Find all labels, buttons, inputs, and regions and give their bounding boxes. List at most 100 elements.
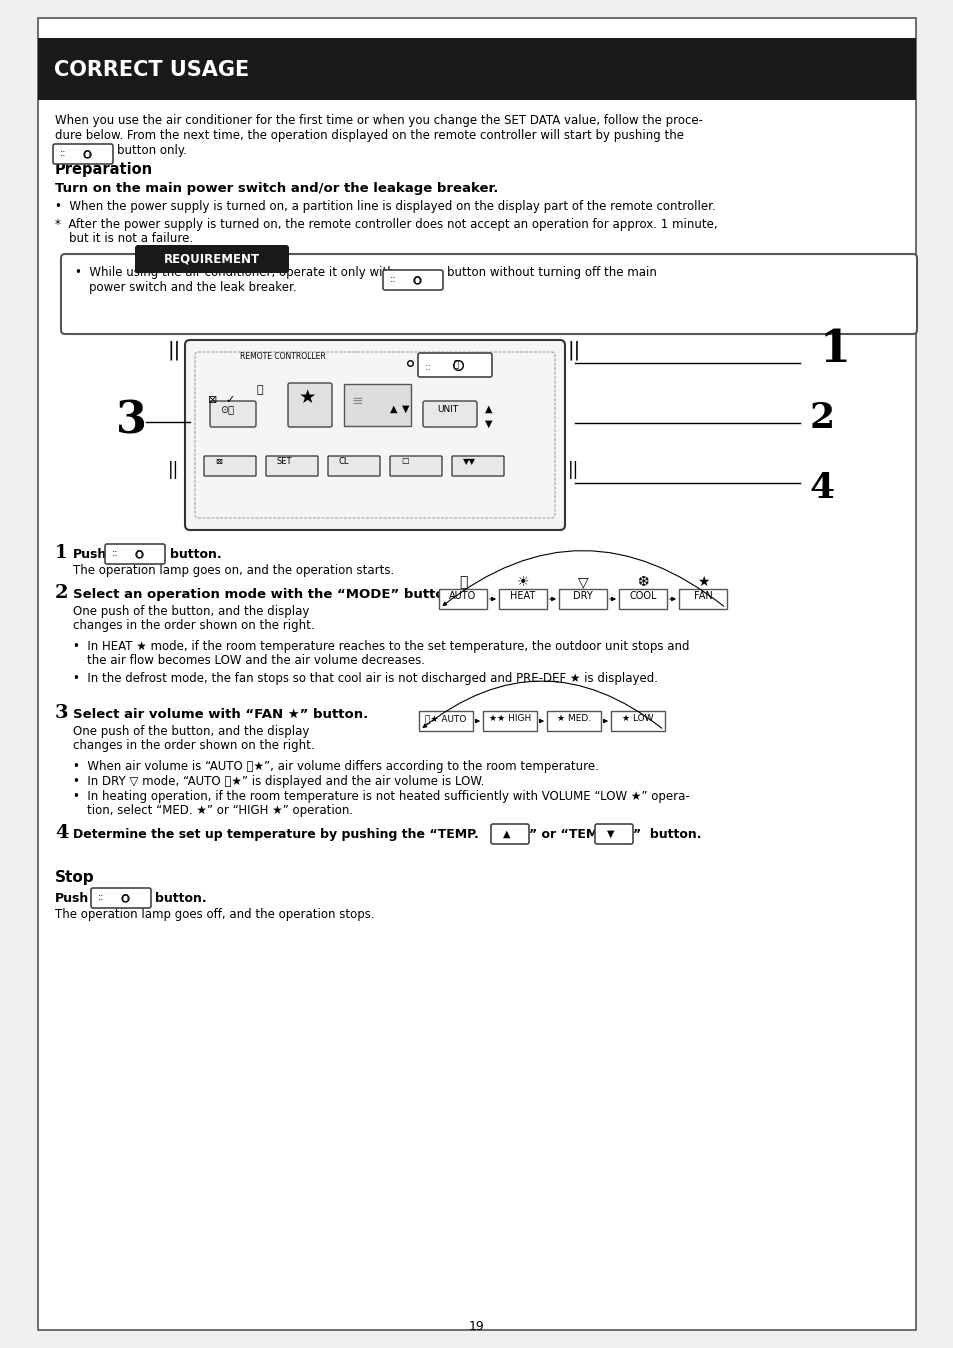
Text: Push: Push [55, 892, 90, 905]
Text: ::: :: [98, 892, 105, 902]
Text: 1: 1 [820, 328, 850, 371]
Text: ⏻: ⏻ [137, 550, 142, 558]
Text: ☐: ☐ [400, 457, 408, 466]
Text: Turn on the main power switch and/or the leakage breaker.: Turn on the main power switch and/or the… [55, 182, 497, 195]
Text: tion, select “MED. ★” or “HIGH ★” operation.: tion, select “MED. ★” or “HIGH ★” operat… [87, 803, 353, 817]
Text: but it is not a failure.: but it is not a failure. [69, 232, 193, 245]
Text: Ⓐ: Ⓐ [458, 576, 467, 589]
Text: button.: button. [170, 549, 221, 561]
FancyBboxPatch shape [546, 710, 600, 731]
Text: Ⓐ: Ⓐ [256, 386, 263, 395]
Text: Select air volume with “FAN ★” button.: Select air volume with “FAN ★” button. [73, 708, 368, 721]
Text: ★: ★ [696, 576, 708, 589]
Text: ||: || [168, 340, 181, 360]
Text: changes in the order shown on the right.: changes in the order shown on the right. [73, 619, 314, 632]
Text: AUTO: AUTO [449, 590, 476, 601]
Text: 19: 19 [469, 1320, 484, 1333]
FancyBboxPatch shape [498, 589, 546, 609]
FancyBboxPatch shape [382, 270, 442, 290]
FancyBboxPatch shape [422, 400, 476, 427]
Text: ::: :: [112, 549, 118, 558]
Text: ▽: ▽ [578, 576, 588, 589]
Bar [38, 38, 915, 100]
Text: FAN: FAN [693, 590, 712, 601]
Text: ||: || [567, 461, 578, 479]
FancyBboxPatch shape [210, 400, 255, 427]
Text: One push of the button, and the display: One push of the button, and the display [73, 605, 309, 617]
Text: COOL: COOL [629, 590, 656, 601]
FancyBboxPatch shape [204, 456, 255, 476]
Text: •  In HEAT ★ mode, if the room temperature reaches to the set temperature, the o: • In HEAT ★ mode, if the room temperatur… [73, 640, 689, 652]
FancyBboxPatch shape [558, 589, 606, 609]
Text: ★ MED.: ★ MED. [557, 714, 591, 723]
Text: When you use the air conditioner for the first time or when you change the SET D: When you use the air conditioner for the… [55, 115, 702, 127]
Text: ★: ★ [298, 388, 315, 407]
Text: REMOTE CONTROLLER: REMOTE CONTROLLER [240, 352, 325, 361]
Text: HEAT: HEAT [510, 590, 535, 601]
Text: power switch and the leak breaker.: power switch and the leak breaker. [89, 280, 296, 294]
Text: ⏻: ⏻ [85, 150, 90, 159]
FancyBboxPatch shape [595, 824, 633, 844]
Text: button only.: button only. [117, 144, 187, 156]
Text: •  In the defrost mode, the fan stops so that cool air is not discharged and PRE: • In the defrost mode, the fan stops so … [73, 673, 658, 685]
Text: SET: SET [276, 457, 293, 466]
Text: button.: button. [154, 892, 207, 905]
Text: ❆: ❆ [351, 386, 360, 395]
Text: CL: CL [338, 457, 349, 466]
Text: dure below. From the next time, the operation displayed on the remote controller: dure below. From the next time, the oper… [55, 129, 683, 142]
FancyBboxPatch shape [679, 589, 726, 609]
Text: ★★ HIGH: ★★ HIGH [488, 714, 531, 723]
FancyBboxPatch shape [185, 340, 564, 530]
Text: 4: 4 [809, 470, 834, 506]
Text: 3: 3 [55, 704, 69, 723]
FancyBboxPatch shape [53, 144, 112, 164]
Text: Select an operation mode with the “MODE” button.: Select an operation mode with the “MODE”… [73, 588, 458, 601]
Text: •  When the power supply is turned on, a partition line is displayed on the disp: • When the power supply is turned on, a … [55, 200, 715, 213]
Text: Push: Push [73, 549, 107, 561]
Text: ≡: ≡ [352, 394, 363, 408]
FancyBboxPatch shape [418, 710, 473, 731]
Text: ”  button.: ” button. [633, 828, 700, 841]
Text: ::: :: [390, 274, 396, 284]
Text: ▲: ▲ [502, 829, 510, 838]
Text: •  When air volume is “AUTO Ⓐ★”, air volume differs according to the room temper: • When air volume is “AUTO Ⓐ★”, air volu… [73, 760, 598, 772]
FancyBboxPatch shape [328, 456, 379, 476]
FancyBboxPatch shape [288, 383, 332, 427]
Text: 4: 4 [55, 824, 69, 842]
FancyBboxPatch shape [618, 589, 666, 609]
Text: ⏻: ⏻ [415, 275, 419, 284]
Text: ▲: ▲ [484, 404, 492, 414]
FancyBboxPatch shape [610, 710, 664, 731]
FancyBboxPatch shape [491, 824, 529, 844]
Text: ::: :: [60, 148, 67, 158]
Text: ⊠: ⊠ [214, 457, 222, 466]
FancyBboxPatch shape [390, 456, 441, 476]
Text: ✦: ✦ [383, 386, 393, 395]
FancyBboxPatch shape [417, 353, 492, 377]
Text: CORRECT USAGE: CORRECT USAGE [54, 61, 249, 80]
Text: One push of the button, and the display: One push of the button, and the display [73, 725, 309, 737]
Text: ☀: ☀ [517, 576, 529, 589]
Text: ||: || [168, 461, 179, 479]
FancyBboxPatch shape [438, 589, 486, 609]
Text: ☀: ☀ [287, 386, 296, 395]
Text: Stop: Stop [55, 869, 94, 886]
Text: ✓: ✓ [225, 395, 234, 404]
Text: 2: 2 [55, 584, 69, 603]
Text: REQUIREMENT: REQUIREMENT [164, 252, 260, 266]
Text: The operation lamp goes off, and the operation stops.: The operation lamp goes off, and the ope… [55, 909, 375, 921]
Text: UNIT: UNIT [436, 404, 457, 414]
Text: *  After the power supply is turned on, the remote controller does not accept an: * After the power supply is turned on, t… [55, 218, 717, 231]
Text: button without turning off the main: button without turning off the main [447, 266, 657, 279]
Text: •  In heating operation, if the room temperature is not heated sufficiently with: • In heating operation, if the room temp… [73, 790, 689, 803]
Text: ⊠: ⊠ [208, 395, 217, 404]
Text: •  In DRY ▽ mode, “AUTO Ⓐ★” is displayed and the air volume is LOW.: • In DRY ▽ mode, “AUTO Ⓐ★” is displayed … [73, 775, 484, 789]
Text: ▼: ▼ [401, 404, 409, 414]
Text: Preparation: Preparation [55, 162, 153, 177]
FancyBboxPatch shape [266, 456, 317, 476]
Text: ○: ○ [319, 386, 329, 395]
Text: ★ LOW: ★ LOW [621, 714, 653, 723]
Text: the air flow becomes LOW and the air volume decreases.: the air flow becomes LOW and the air vol… [87, 654, 424, 667]
Text: ⊙⏻: ⊙⏻ [220, 404, 233, 414]
Text: 3: 3 [116, 400, 147, 443]
